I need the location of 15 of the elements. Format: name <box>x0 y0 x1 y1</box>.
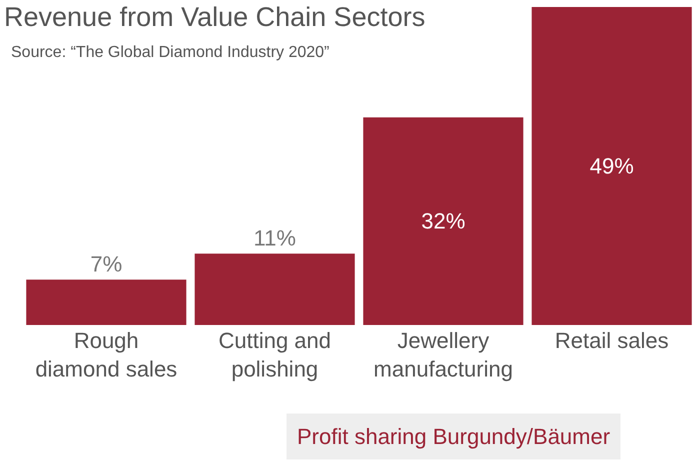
data-label: 11% <box>254 226 296 251</box>
text: Profit sharing Burgundy/Bäumer <box>297 424 610 449</box>
data-label: 32% <box>421 208 466 234</box>
bar <box>194 254 355 325</box>
x-tick-label: Jewellery manufacturing <box>374 328 513 382</box>
x-tick-label: Cutting and polishing <box>218 328 332 382</box>
chart-title: Revenue from Value Chain Sectors <box>4 2 426 32</box>
bar <box>363 117 524 325</box>
data-label: 7% <box>90 252 122 277</box>
text: Source: “The Global Diamond Industry 2020” <box>11 44 330 61</box>
data-label: 49% <box>590 154 634 178</box>
bar <box>532 7 692 325</box>
bar <box>26 280 186 325</box>
x-tick-label: Rough diamond sales <box>35 328 178 382</box>
x-tick-label: Retail sales <box>554 328 669 353</box>
